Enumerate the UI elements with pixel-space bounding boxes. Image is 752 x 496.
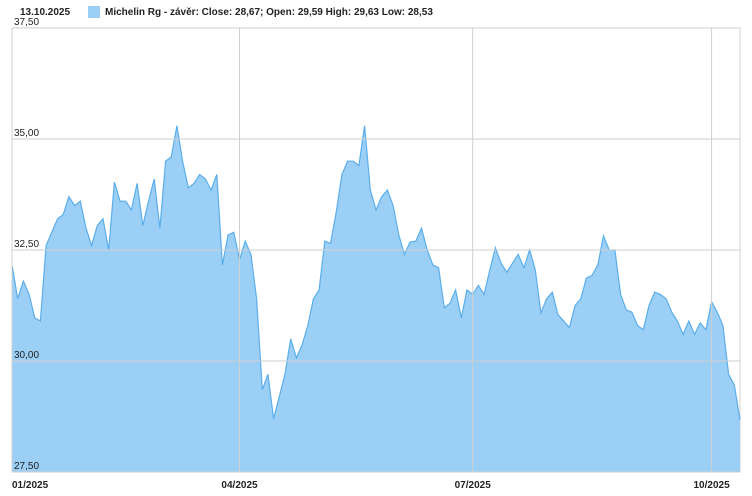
area [12,125,740,472]
x-tick-label: 04/2025 [221,480,258,491]
y-tick-label: 27,50 [14,461,39,472]
area-line [11,125,741,421]
legend-label: Michelin Rg - závěr: Close: 28,67; Open:… [105,7,433,18]
legend-swatch [88,6,100,18]
y-tick-label: 37,50 [14,17,39,28]
y-tick-label: 35,00 [14,128,39,139]
x-tick-label: 07/2025 [455,480,492,491]
x-tick-label: 10/2025 [693,480,730,491]
date-label: 13.10.2025 [20,7,70,18]
y-tick-label: 30,00 [14,350,39,361]
x-tick-label: 01/2025 [12,480,49,491]
y-tick-label: 32,50 [14,239,39,250]
